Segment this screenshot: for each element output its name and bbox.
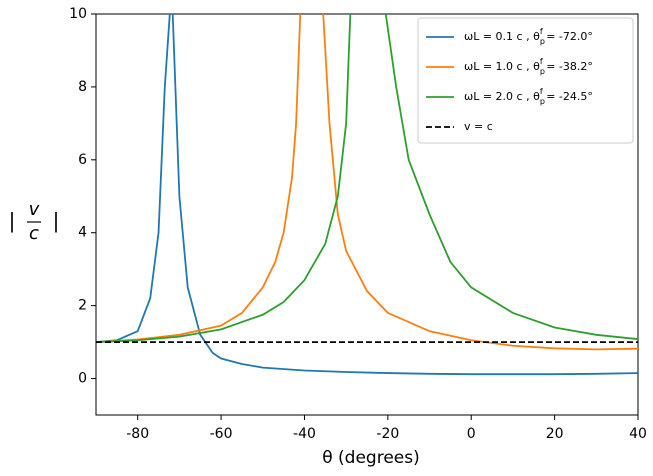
x-tick-label: -80 (126, 426, 149, 442)
x-tick-label: -40 (293, 426, 316, 442)
legend-box (417, 17, 634, 144)
y-tick-label: 10 (69, 6, 87, 22)
y-axis-label: | v c | (9, 199, 60, 244)
x-tick-label: 20 (546, 426, 564, 442)
x-tick-label: 0 (467, 426, 476, 442)
legend-label-rest: = -72.0° (543, 30, 593, 43)
legend-label-main: ωL = 1.0 c , θ (464, 60, 540, 73)
legend-label-sub: p (540, 97, 545, 106)
legend: ωL = 0.1 c , θpf = -72.0°ωL = 1.0 c , θp… (417, 17, 634, 144)
legend-label-sup: f (540, 57, 543, 66)
legend-label: ωL = 1.0 c , θpf = -38.2° (464, 57, 593, 76)
y-tick-label: 4 (78, 225, 87, 241)
x-tick-label: -20 (376, 426, 399, 442)
legend-label-sub: p (540, 67, 545, 76)
plot-frame (95, 13, 639, 416)
legend-label-main: ωL = 2.0 c , θ (464, 90, 540, 103)
x-axis-label: θ (degrees) (322, 448, 420, 468)
legend-label: v = c (464, 120, 493, 133)
y-tick-label: 2 (78, 298, 87, 314)
y-label-bar: | (9, 209, 16, 233)
y-tick-label: 0 (78, 371, 87, 387)
y-tick-label: 6 (78, 152, 87, 168)
legend-label-rest: = -38.2° (543, 60, 593, 73)
x-tick-label: -60 (210, 426, 233, 442)
y-tick-label: 8 (78, 79, 87, 95)
series-line (96, 14, 638, 343)
legend-label-main: ωL = 0.1 c , θ (464, 30, 540, 43)
legend-label: ωL = 0.1 c , θpf = -72.0° (464, 27, 593, 46)
legend-label-sub: p (540, 37, 545, 46)
legend-label-sup: f (540, 87, 543, 96)
legend-label-sup: f (540, 27, 543, 36)
x-tick-label: 40 (629, 426, 647, 442)
y-label-den: c (29, 223, 39, 244)
legend-label: ωL = 2.0 c , θpf = -24.5° (464, 87, 593, 106)
legend-label-rest: = -24.5° (543, 90, 593, 103)
y-label-num: v (29, 199, 40, 220)
y-label-bar: | (53, 209, 60, 233)
